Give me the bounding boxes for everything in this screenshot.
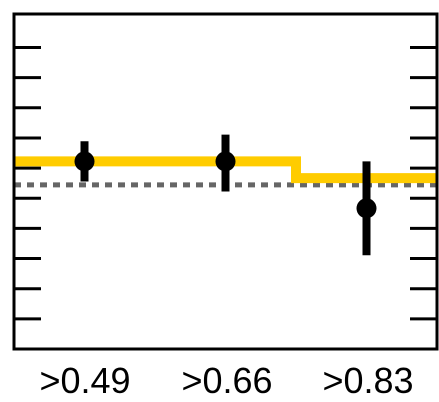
data-point-3: [356, 198, 377, 219]
data-point-1: [74, 151, 95, 172]
step-line: [14, 156, 437, 184]
plot-frame: [12, 12, 439, 351]
x-tick-label-1: >0.49: [39, 360, 130, 401]
data-point-2: [215, 151, 236, 172]
data-points: [74, 134, 377, 256]
y-axis-ticks: [14, 46, 437, 321]
x-tick-label-3: >0.83: [322, 360, 413, 401]
step-histogram: [14, 156, 437, 184]
x-tick-label-2: >0.66: [181, 360, 272, 401]
